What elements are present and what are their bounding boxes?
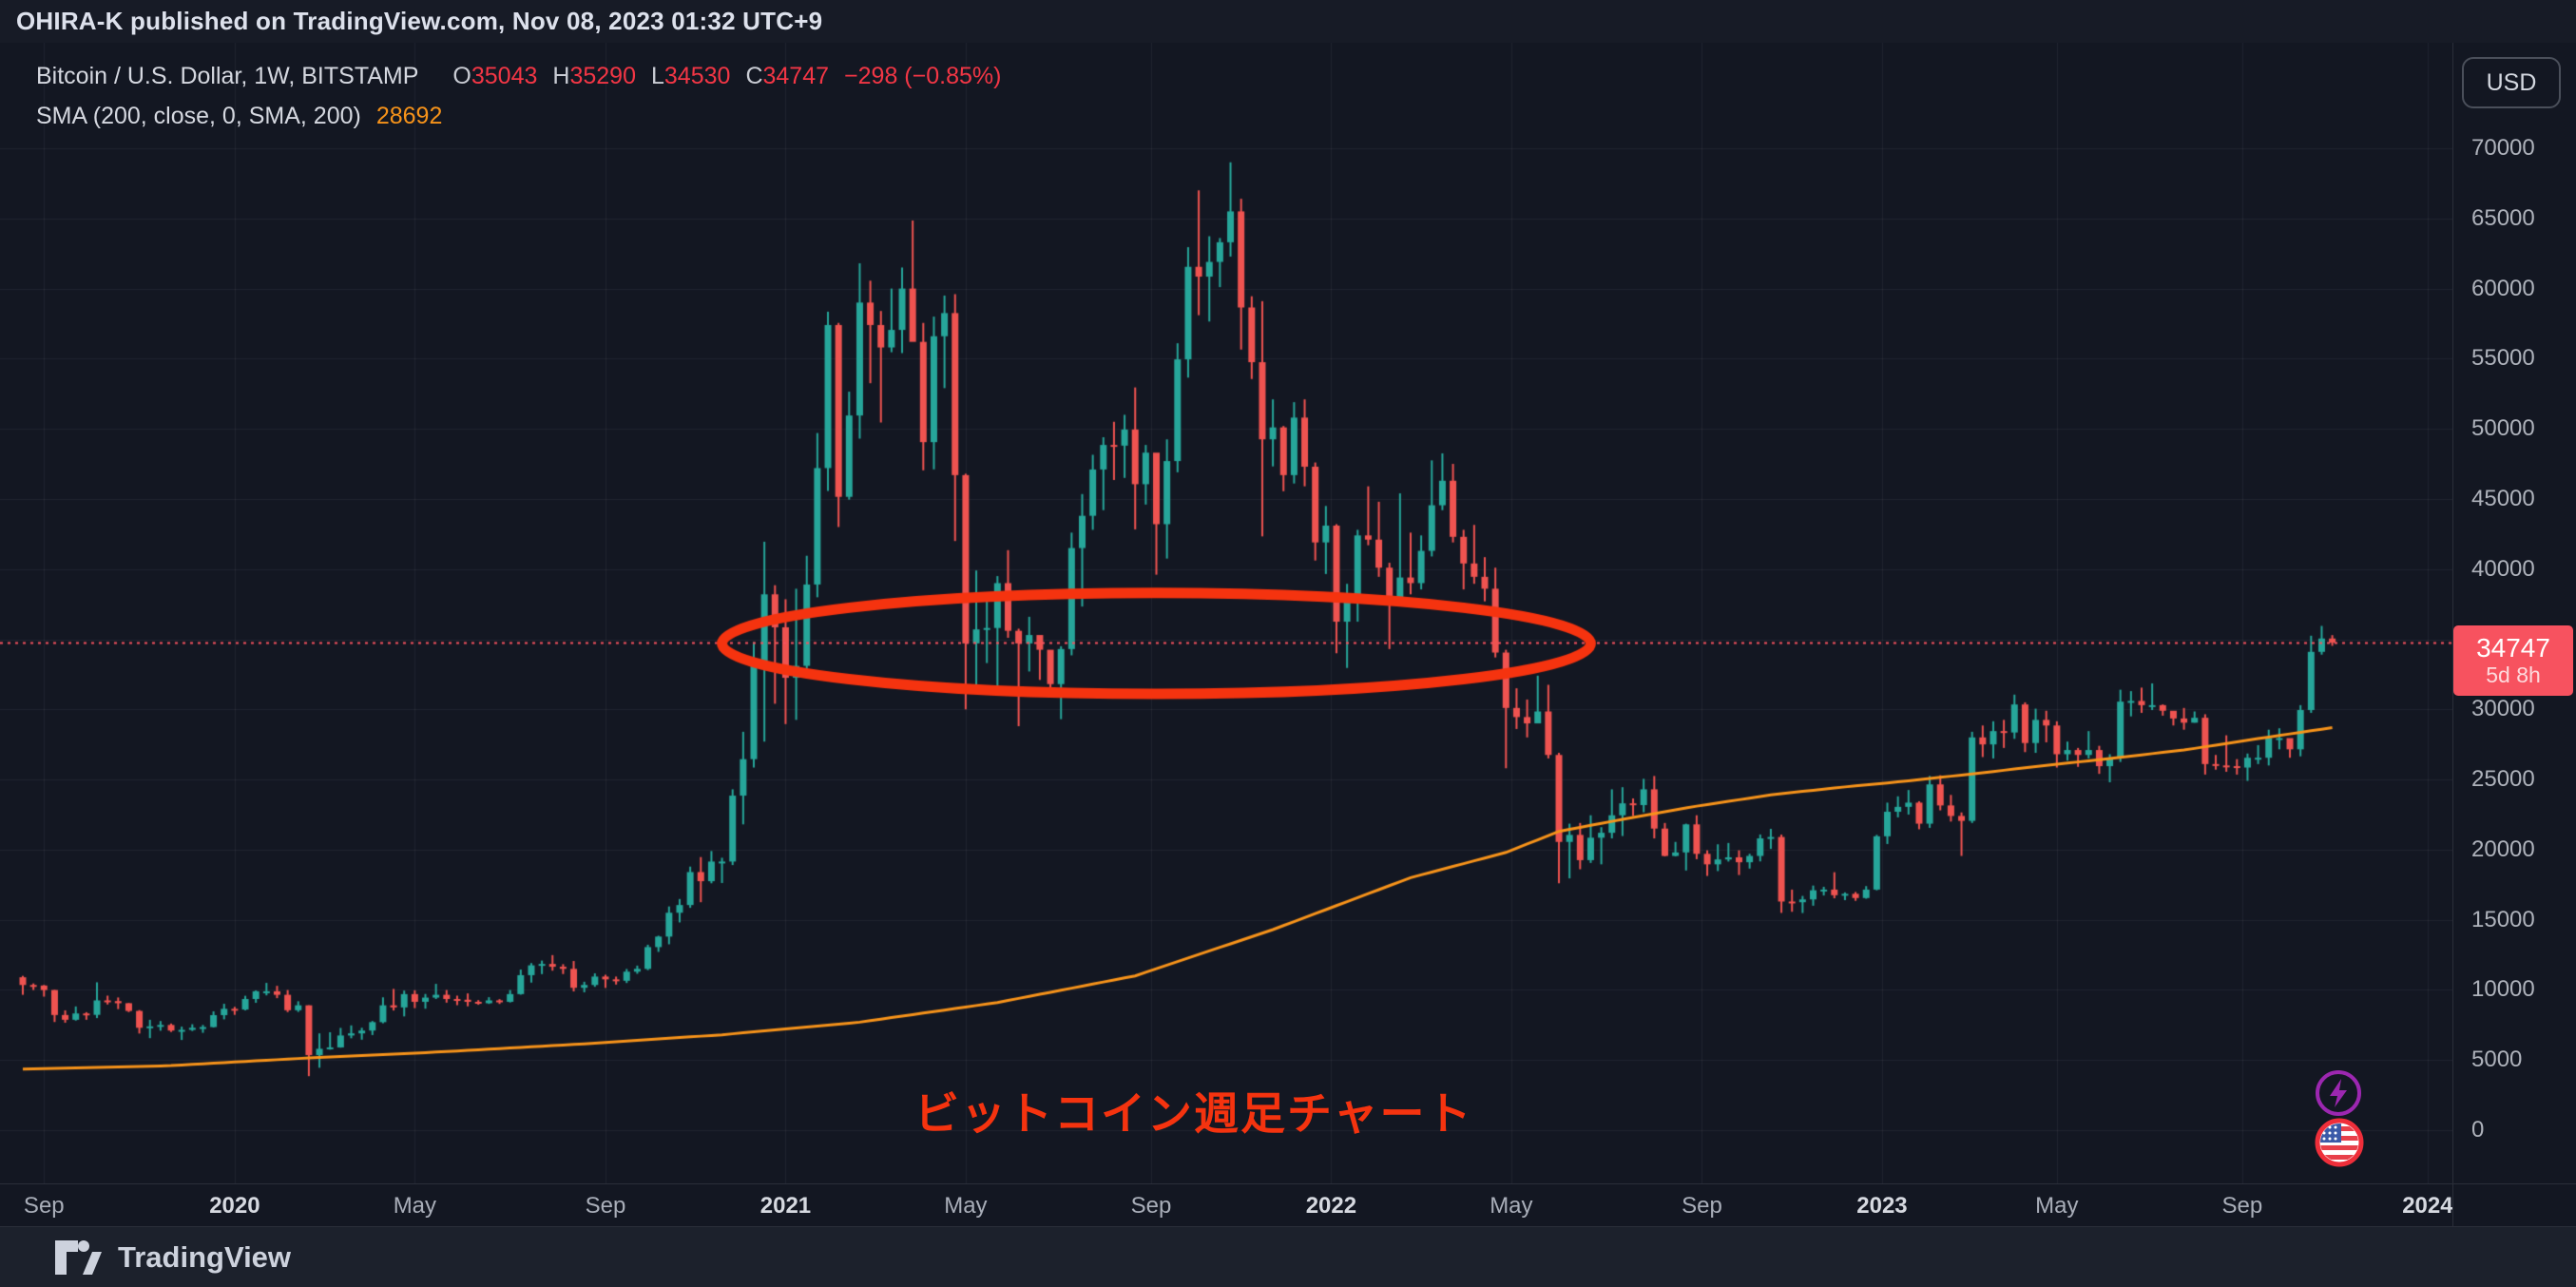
symbol-title[interactable]: Bitcoin / U.S. Dollar, 1W, BITSTAMP [36, 62, 419, 89]
last-price-value: 34747 [2476, 633, 2550, 663]
low-value: 34530 [663, 62, 731, 89]
sma-indicator-label[interactable]: SMA (200, close, 0, SMA, 200) [36, 102, 361, 129]
symbol-legend-row[interactable]: Bitcoin / U.S. Dollar, 1W, BITSTAMP O 350… [36, 56, 1001, 96]
tradingview-logo-icon [55, 1240, 102, 1275]
bar-countdown: 5d 8h [2486, 662, 2541, 687]
japanese-callout-text: ビットコイン週足チャート [914, 1088, 1473, 1139]
change-value: −298 (−0.85%) [844, 62, 1002, 89]
lightning-icon [2316, 1070, 2361, 1116]
publish-line: OHIRA-K published on TradingView.com, No… [16, 7, 823, 35]
footer-bar: TradingView [0, 1226, 2576, 1287]
close-label: C [745, 62, 763, 89]
price-tick-label: 70000 [2471, 135, 2535, 161]
tradingview-logo[interactable]: TradingView [53, 1237, 291, 1278]
price-tick-label: 15000 [2471, 906, 2535, 932]
price-tick-label: 40000 [2471, 555, 2535, 582]
chart-pane[interactable]: Bitcoin / U.S. Dollar, 1W, BITSTAMP O 350… [0, 43, 2452, 1183]
axis-corner-separator [2452, 1184, 2453, 1227]
price-tick-label: 60000 [2471, 275, 2535, 301]
sma-indicator-value: 28692 [375, 102, 443, 129]
open-label: O [452, 62, 471, 89]
price-chart-canvas[interactable] [0, 43, 2452, 1183]
time-tick-label: Sep [585, 1192, 626, 1219]
price-tick-label: 45000 [2471, 485, 2535, 511]
tradingview-brand-text: TradingView [118, 1240, 292, 1274]
price-tick-label: 50000 [2471, 415, 2535, 442]
ohlc-values: O 35043 H 35290 L 34530 C 34747 [437, 63, 829, 90]
time-tick-label: Sep [1682, 1192, 1722, 1219]
publisher-bar: OHIRA-K published on TradingView.com, No… [0, 0, 2576, 44]
time-tick-label: May [393, 1192, 437, 1219]
us-flag-icon [2315, 1118, 2364, 1167]
time-tick-label: 2021 [759, 1192, 812, 1219]
close-value: 34747 [762, 62, 830, 89]
chart-legend: Bitcoin / U.S. Dollar, 1W, BITSTAMP O 350… [36, 56, 1001, 136]
time-tick-label: 2020 [209, 1192, 260, 1219]
time-tick-label: Sep [1130, 1192, 1172, 1219]
time-tick-label: 2023 [1856, 1192, 1908, 1219]
event-marker-us-flag[interactable] [2313, 1116, 2366, 1174]
high-value: 35290 [569, 62, 636, 89]
price-tick-label: 65000 [2471, 204, 2535, 231]
price-tick-label: 10000 [2471, 976, 2535, 1003]
currency-toggle-button[interactable]: USD [2462, 57, 2561, 108]
price-tick-label: 25000 [2471, 766, 2535, 793]
price-tick-label: 5000 [2471, 1047, 2523, 1073]
time-tick-label: May [944, 1192, 988, 1219]
indicator-legend-row[interactable]: SMA (200, close, 0, SMA, 200) 28692 [36, 96, 1001, 136]
open-value: 35043 [471, 62, 538, 89]
price-tick-label: 0 [2471, 1117, 2485, 1143]
time-tick-label: May [2035, 1192, 2079, 1219]
low-label: L [651, 62, 664, 89]
time-tick-label: Sep [23, 1192, 65, 1219]
high-label: H [552, 62, 570, 89]
time-tick-label: 2024 [2402, 1192, 2453, 1219]
last-price-flag: 34747 5d 8h [2453, 625, 2573, 697]
price-tick-label: 30000 [2471, 696, 2535, 722]
price-tick-label: 55000 [2471, 345, 2535, 372]
time-tick-label: Sep [2221, 1192, 2263, 1219]
event-marker-lightning[interactable] [2314, 1068, 2363, 1123]
time-tick-label: 2022 [1305, 1192, 1357, 1219]
price-axis[interactable]: USD 70000 65000 60000 55000 50000 45000 40000 3… [2452, 43, 2576, 1226]
time-axis[interactable]: Sep 2020 May Sep 2021 May Sep 2022 May Sep 2023 May… [0, 1183, 2576, 1227]
time-tick-label: May [1490, 1192, 1533, 1219]
price-tick-label: 20000 [2471, 836, 2535, 862]
